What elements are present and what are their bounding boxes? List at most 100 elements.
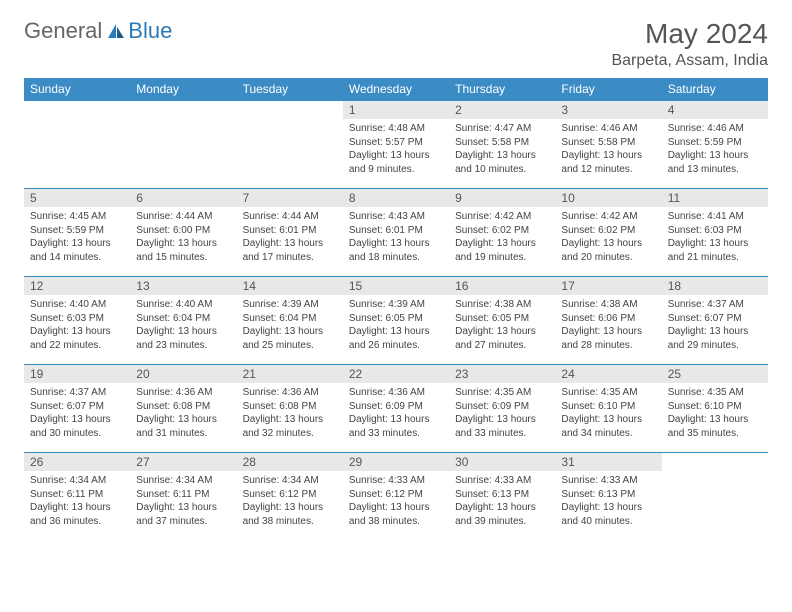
sunrise-text: Sunrise: 4:33 AM <box>455 474 549 488</box>
sunrise-text: Sunrise: 4:42 AM <box>455 210 549 224</box>
month-title: May 2024 <box>611 18 768 50</box>
day-details: Sunrise: 4:36 AMSunset: 6:09 PMDaylight:… <box>343 383 449 443</box>
calendar-cell: 10Sunrise: 4:42 AMSunset: 6:02 PMDayligh… <box>555 189 661 277</box>
calendar-cell: 5Sunrise: 4:45 AMSunset: 5:59 PMDaylight… <box>24 189 130 277</box>
sunset-text: Sunset: 6:13 PM <box>455 488 549 502</box>
daylight-text: Daylight: 13 hours and 29 minutes. <box>668 325 762 352</box>
day-number: 9 <box>449 189 555 207</box>
weekday-sun: Sunday <box>24 78 130 101</box>
calendar-cell: 27Sunrise: 4:34 AMSunset: 6:11 PMDayligh… <box>130 453 236 541</box>
sunset-text: Sunset: 6:02 PM <box>561 224 655 238</box>
weekday-fri: Friday <box>555 78 661 101</box>
sunset-text: Sunset: 6:05 PM <box>349 312 443 326</box>
daylight-text: Daylight: 13 hours and 28 minutes. <box>561 325 655 352</box>
sunrise-text: Sunrise: 4:35 AM <box>455 386 549 400</box>
daylight-text: Daylight: 13 hours and 35 minutes. <box>668 413 762 440</box>
sunset-text: Sunset: 6:03 PM <box>668 224 762 238</box>
sunrise-text: Sunrise: 4:43 AM <box>349 210 443 224</box>
daylight-text: Daylight: 13 hours and 14 minutes. <box>30 237 124 264</box>
daylight-text: Daylight: 13 hours and 38 minutes. <box>349 501 443 528</box>
sunrise-text: Sunrise: 4:41 AM <box>668 210 762 224</box>
calendar-cell: 18Sunrise: 4:37 AMSunset: 6:07 PMDayligh… <box>662 277 768 365</box>
day-number: 15 <box>343 277 449 295</box>
daylight-text: Daylight: 13 hours and 13 minutes. <box>668 149 762 176</box>
calendar-cell: 4Sunrise: 4:46 AMSunset: 5:59 PMDaylight… <box>662 101 768 189</box>
sunset-text: Sunset: 5:58 PM <box>561 136 655 150</box>
day-number: 22 <box>343 365 449 383</box>
calendar-row: 12Sunrise: 4:40 AMSunset: 6:03 PMDayligh… <box>24 277 768 365</box>
sunrise-text: Sunrise: 4:34 AM <box>243 474 337 488</box>
sunrise-text: Sunrise: 4:36 AM <box>349 386 443 400</box>
calendar-cell <box>24 101 130 189</box>
sunset-text: Sunset: 6:02 PM <box>455 224 549 238</box>
sunrise-text: Sunrise: 4:35 AM <box>561 386 655 400</box>
day-details: Sunrise: 4:41 AMSunset: 6:03 PMDaylight:… <box>662 207 768 267</box>
day-details: Sunrise: 4:36 AMSunset: 6:08 PMDaylight:… <box>130 383 236 443</box>
sunrise-text: Sunrise: 4:37 AM <box>668 298 762 312</box>
day-details: Sunrise: 4:35 AMSunset: 6:09 PMDaylight:… <box>449 383 555 443</box>
day-details: Sunrise: 4:35 AMSunset: 6:10 PMDaylight:… <box>555 383 661 443</box>
day-number: 25 <box>662 365 768 383</box>
day-details: Sunrise: 4:45 AMSunset: 5:59 PMDaylight:… <box>24 207 130 267</box>
day-details: Sunrise: 4:34 AMSunset: 6:11 PMDaylight:… <box>24 471 130 531</box>
logo: General Blue <box>24 18 172 44</box>
weekday-thu: Thursday <box>449 78 555 101</box>
sunset-text: Sunset: 6:07 PM <box>30 400 124 414</box>
daylight-text: Daylight: 13 hours and 21 minutes. <box>668 237 762 264</box>
day-details: Sunrise: 4:48 AMSunset: 5:57 PMDaylight:… <box>343 119 449 179</box>
daylight-text: Daylight: 13 hours and 38 minutes. <box>243 501 337 528</box>
calendar-table: Sunday Monday Tuesday Wednesday Thursday… <box>24 78 768 541</box>
sunrise-text: Sunrise: 4:40 AM <box>30 298 124 312</box>
daylight-text: Daylight: 13 hours and 18 minutes. <box>349 237 443 264</box>
day-number: 26 <box>24 453 130 471</box>
day-number: 6 <box>130 189 236 207</box>
daylight-text: Daylight: 13 hours and 10 minutes. <box>455 149 549 176</box>
sunset-text: Sunset: 6:11 PM <box>136 488 230 502</box>
sunrise-text: Sunrise: 4:38 AM <box>455 298 549 312</box>
sunset-text: Sunset: 6:01 PM <box>243 224 337 238</box>
sunset-text: Sunset: 6:13 PM <box>561 488 655 502</box>
day-details: Sunrise: 4:40 AMSunset: 6:04 PMDaylight:… <box>130 295 236 355</box>
daylight-text: Daylight: 13 hours and 23 minutes. <box>136 325 230 352</box>
day-details: Sunrise: 4:39 AMSunset: 6:04 PMDaylight:… <box>237 295 343 355</box>
calendar-cell <box>662 453 768 541</box>
calendar-cell: 8Sunrise: 4:43 AMSunset: 6:01 PMDaylight… <box>343 189 449 277</box>
calendar-cell: 30Sunrise: 4:33 AMSunset: 6:13 PMDayligh… <box>449 453 555 541</box>
sunset-text: Sunset: 6:10 PM <box>668 400 762 414</box>
day-number: 31 <box>555 453 661 471</box>
calendar-cell: 12Sunrise: 4:40 AMSunset: 6:03 PMDayligh… <box>24 277 130 365</box>
sunrise-text: Sunrise: 4:34 AM <box>136 474 230 488</box>
sunrise-text: Sunrise: 4:37 AM <box>30 386 124 400</box>
calendar-cell: 15Sunrise: 4:39 AMSunset: 6:05 PMDayligh… <box>343 277 449 365</box>
day-details: Sunrise: 4:34 AMSunset: 6:12 PMDaylight:… <box>237 471 343 531</box>
day-number: 1 <box>343 101 449 119</box>
sunrise-text: Sunrise: 4:48 AM <box>349 122 443 136</box>
daylight-text: Daylight: 13 hours and 34 minutes. <box>561 413 655 440</box>
day-number: 19 <box>24 365 130 383</box>
header: General Blue May 2024 Barpeta, Assam, In… <box>24 18 768 70</box>
day-number: 21 <box>237 365 343 383</box>
sunrise-text: Sunrise: 4:42 AM <box>561 210 655 224</box>
daylight-text: Daylight: 13 hours and 33 minutes. <box>455 413 549 440</box>
daylight-text: Daylight: 13 hours and 31 minutes. <box>136 413 230 440</box>
day-details: Sunrise: 4:44 AMSunset: 6:01 PMDaylight:… <box>237 207 343 267</box>
day-number: 14 <box>237 277 343 295</box>
day-details: Sunrise: 4:38 AMSunset: 6:06 PMDaylight:… <box>555 295 661 355</box>
day-number: 30 <box>449 453 555 471</box>
daylight-text: Daylight: 13 hours and 15 minutes. <box>136 237 230 264</box>
sunset-text: Sunset: 6:08 PM <box>243 400 337 414</box>
daylight-text: Daylight: 13 hours and 27 minutes. <box>455 325 549 352</box>
sunrise-text: Sunrise: 4:44 AM <box>243 210 337 224</box>
day-number: 11 <box>662 189 768 207</box>
calendar-cell: 3Sunrise: 4:46 AMSunset: 5:58 PMDaylight… <box>555 101 661 189</box>
daylight-text: Daylight: 13 hours and 22 minutes. <box>30 325 124 352</box>
sunset-text: Sunset: 5:58 PM <box>455 136 549 150</box>
calendar-cell: 26Sunrise: 4:34 AMSunset: 6:11 PMDayligh… <box>24 453 130 541</box>
sunrise-text: Sunrise: 4:33 AM <box>349 474 443 488</box>
sunset-text: Sunset: 6:03 PM <box>30 312 124 326</box>
sunset-text: Sunset: 6:09 PM <box>349 400 443 414</box>
day-details: Sunrise: 4:46 AMSunset: 5:58 PMDaylight:… <box>555 119 661 179</box>
weekday-tue: Tuesday <box>237 78 343 101</box>
sunset-text: Sunset: 6:04 PM <box>136 312 230 326</box>
day-details: Sunrise: 4:47 AMSunset: 5:58 PMDaylight:… <box>449 119 555 179</box>
